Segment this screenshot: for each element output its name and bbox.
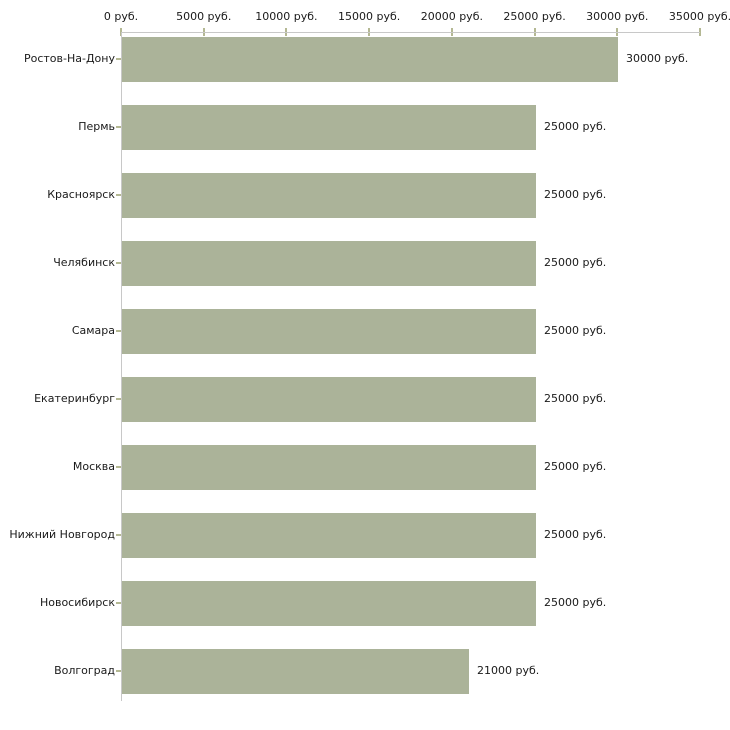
value-label: 25000 руб. (544, 528, 607, 541)
category-tick-mark (116, 534, 121, 536)
x-axis-tick-label: 35000 руб. (668, 10, 730, 23)
category-tick-mark (116, 126, 121, 128)
bar (122, 580, 536, 626)
category-label: Челябинск (53, 256, 115, 269)
category-label: Москва (72, 460, 115, 473)
bar (122, 648, 469, 694)
category-label: Новосибирск (39, 596, 115, 609)
chart-row: Новосибирск 25000 руб. (0, 569, 730, 637)
x-axis-tick-label: 0 руб. (103, 10, 139, 23)
value-label: 25000 руб. (544, 460, 607, 473)
y-axis-line (121, 32, 122, 701)
category-tick-mark (116, 262, 121, 264)
bar (122, 172, 536, 218)
value-label: 25000 руб. (544, 256, 607, 269)
x-axis-tick-label: 5000 руб. (176, 10, 232, 23)
chart-row: Екатеринбург 25000 руб. (0, 365, 730, 433)
x-axis-tick-label: 25000 руб. (503, 10, 566, 23)
value-label: 25000 руб. (544, 596, 607, 609)
value-label: 30000 руб. (626, 52, 689, 65)
bar (122, 444, 536, 490)
category-tick-mark (116, 398, 121, 400)
category-label: Пермь (78, 120, 115, 133)
x-axis-tick-label: 10000 руб. (255, 10, 318, 23)
bar (122, 308, 536, 354)
value-label: 25000 руб. (544, 392, 607, 405)
bar (122, 104, 536, 150)
chart-row: Самара 25000 руб. (0, 297, 730, 365)
category-label: Волгоград (54, 664, 115, 677)
chart-row: Красноярск 25000 руб. (0, 161, 730, 229)
bar (122, 376, 536, 422)
category-label: Екатеринбург (34, 392, 115, 405)
category-tick-mark (116, 670, 121, 672)
x-axis-line (121, 32, 700, 33)
chart-row: Ростов-На-Дону 30000 руб. (0, 25, 730, 93)
value-label: 25000 руб. (544, 188, 607, 201)
category-tick-mark (116, 466, 121, 468)
bar (122, 36, 618, 82)
category-tick-mark (116, 330, 121, 332)
x-axis-tick-label: 30000 руб. (586, 10, 649, 23)
chart-row: Волгоград 21000 руб. (0, 637, 730, 705)
chart-row: Нижний Новгород 25000 руб. (0, 501, 730, 569)
category-tick-mark (116, 58, 121, 60)
value-label: 25000 руб. (544, 120, 607, 133)
category-tick-mark (116, 602, 121, 604)
chart-row: Пермь 25000 руб. (0, 93, 730, 161)
x-axis-tick-label: 15000 руб. (338, 10, 401, 23)
bar (122, 512, 536, 558)
value-label: 25000 руб. (544, 324, 607, 337)
bar (122, 240, 536, 286)
category-tick-mark (116, 194, 121, 196)
value-label: 21000 руб. (477, 664, 540, 677)
chart-row: Москва 25000 руб. (0, 433, 730, 501)
category-label: Красноярск (47, 188, 115, 201)
x-axis-tick-label: 20000 руб. (420, 10, 483, 23)
x-axis-tick-mark (699, 28, 701, 36)
category-label: Нижний Новгород (9, 528, 115, 541)
category-label: Ростов-На-Дону (23, 52, 115, 65)
category-label: Самара (71, 324, 115, 337)
chart-row: Челябинск 25000 руб. (0, 229, 730, 297)
